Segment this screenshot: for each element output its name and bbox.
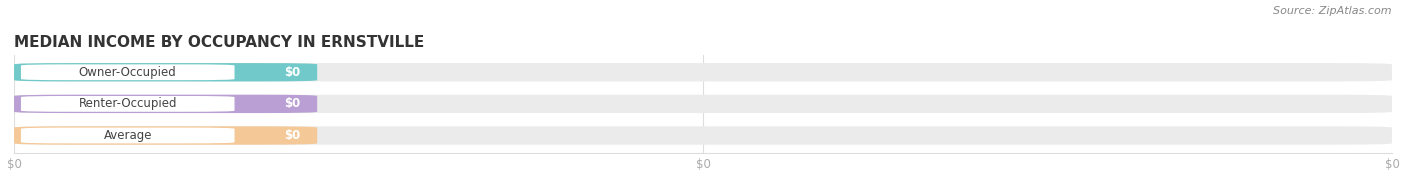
FancyBboxPatch shape <box>14 95 318 113</box>
Text: MEDIAN INCOME BY OCCUPANCY IN ERNSTVILLE: MEDIAN INCOME BY OCCUPANCY IN ERNSTVILLE <box>14 34 425 50</box>
Text: Owner-Occupied: Owner-Occupied <box>79 66 177 79</box>
FancyBboxPatch shape <box>14 126 1392 145</box>
FancyBboxPatch shape <box>21 128 235 143</box>
Text: Source: ZipAtlas.com: Source: ZipAtlas.com <box>1274 6 1392 16</box>
Text: Renter-Occupied: Renter-Occupied <box>79 97 177 110</box>
Text: $0: $0 <box>284 97 301 110</box>
FancyBboxPatch shape <box>14 63 1392 81</box>
Text: $0: $0 <box>284 129 301 142</box>
FancyBboxPatch shape <box>14 95 1392 113</box>
FancyBboxPatch shape <box>21 96 235 112</box>
Text: Average: Average <box>104 129 152 142</box>
FancyBboxPatch shape <box>14 126 318 145</box>
FancyBboxPatch shape <box>14 63 318 81</box>
FancyBboxPatch shape <box>21 64 235 80</box>
Text: $0: $0 <box>284 66 301 79</box>
